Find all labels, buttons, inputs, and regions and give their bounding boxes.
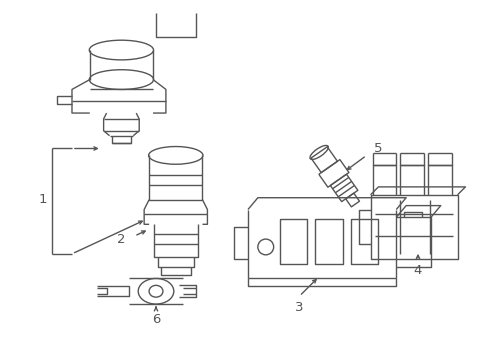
Text: 3: 3 [295,301,303,315]
Text: 4: 4 [413,264,421,277]
Text: 2: 2 [117,233,125,246]
Text: 1: 1 [38,193,46,206]
Text: 6: 6 [151,313,160,326]
Text: 5: 5 [373,142,382,155]
